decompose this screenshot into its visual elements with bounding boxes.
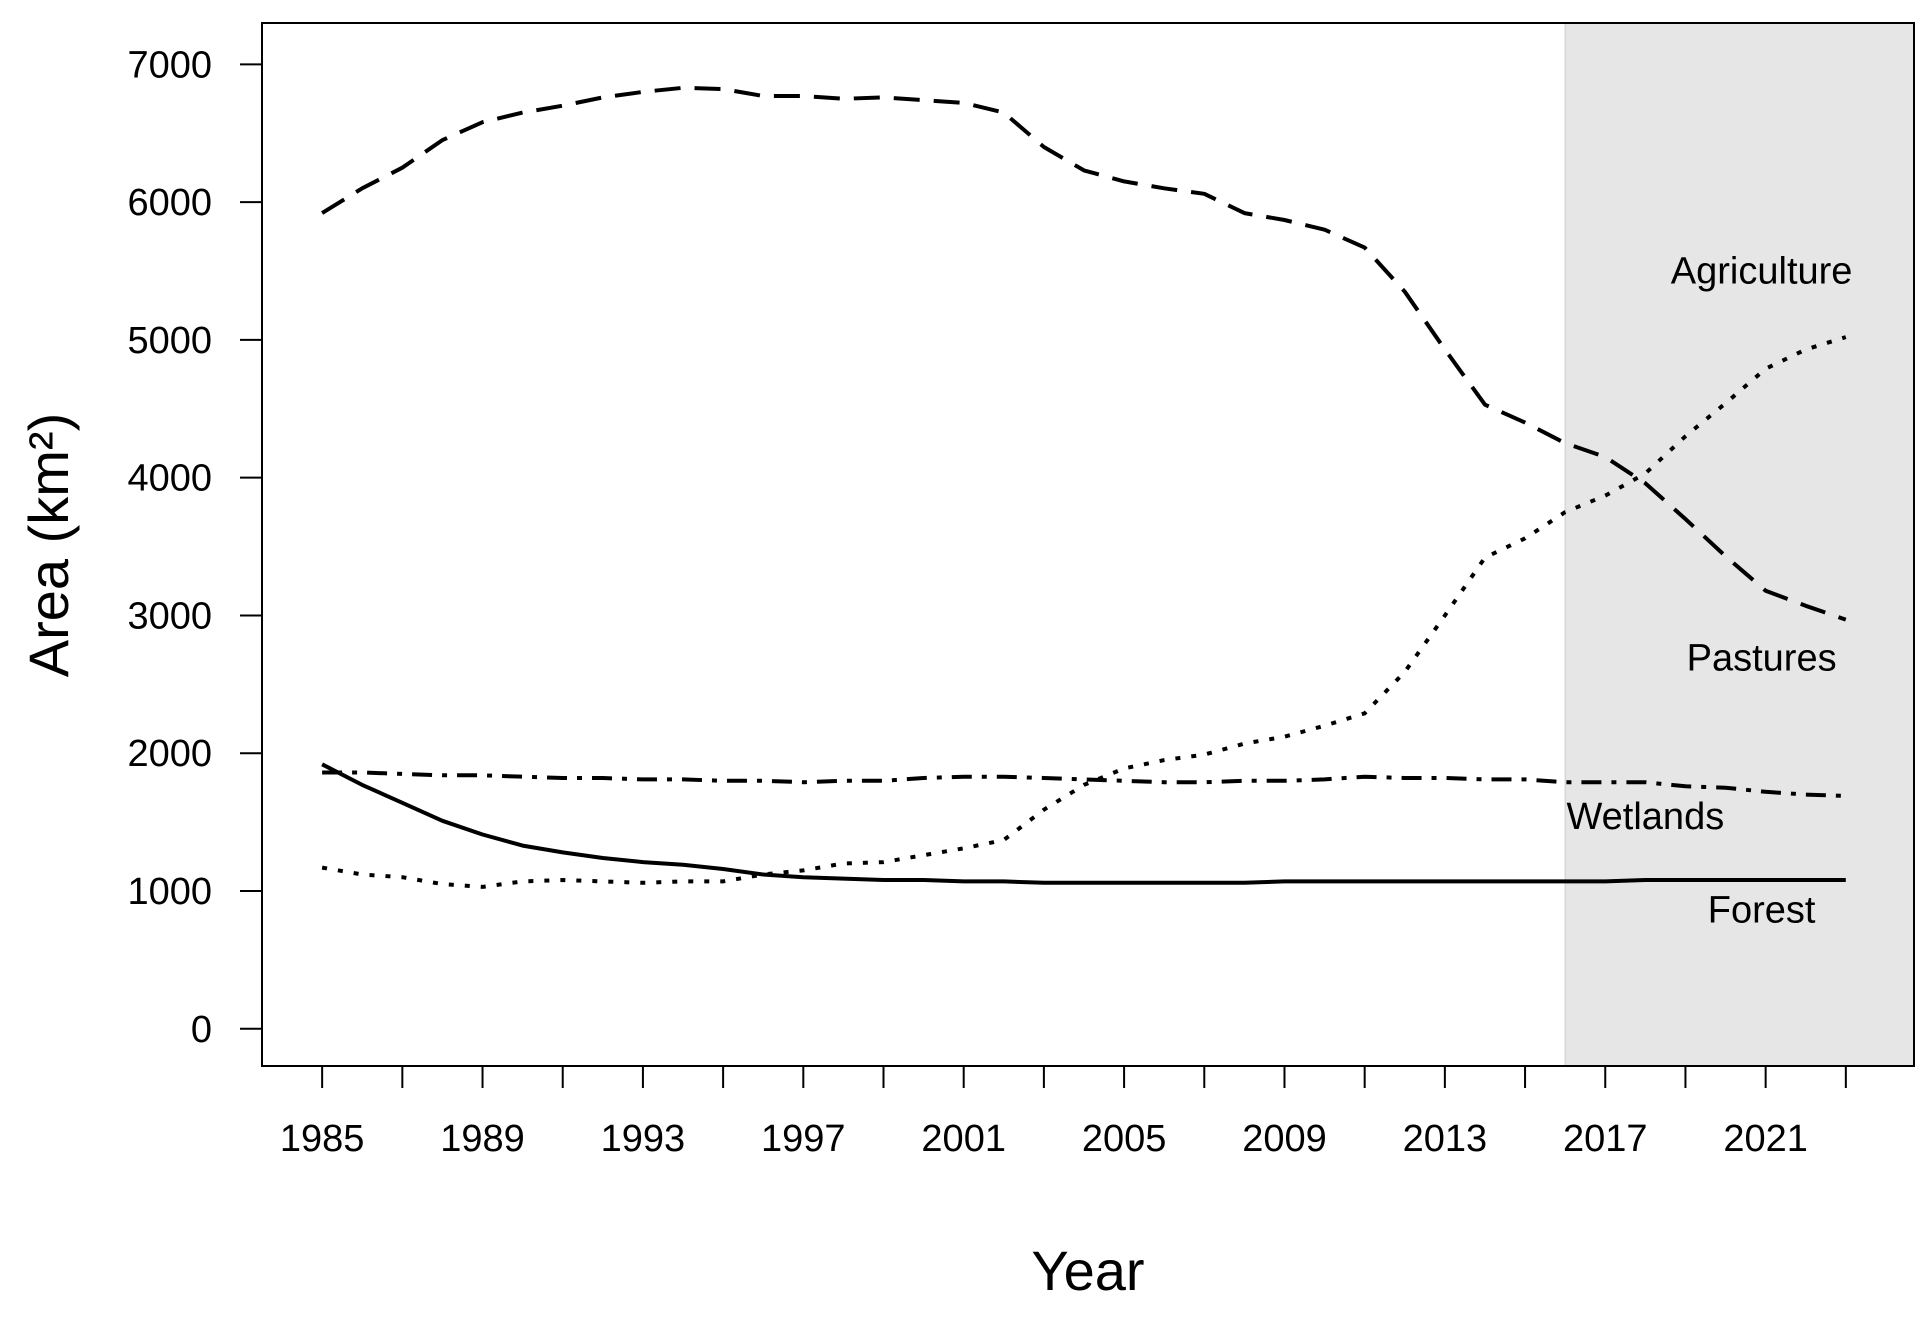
plot-shaded-region xyxy=(1564,22,1915,1067)
x-axis-title: Year xyxy=(1031,1239,1144,1302)
series-label-wetlands: Wetlands xyxy=(1566,796,1724,838)
series-labels: Agriculture Pastures Wetlands Forest xyxy=(1566,250,1852,931)
x-tick-label: 2009 xyxy=(1242,1118,1327,1160)
y-tick-label: 1000 xyxy=(127,871,212,913)
x-tick-label: 1985 xyxy=(280,1118,365,1160)
x-tick-label: 2021 xyxy=(1723,1118,1808,1160)
series-layer xyxy=(321,85,1847,889)
y-tick-label: 3000 xyxy=(127,595,212,637)
y-tick-label: 6000 xyxy=(127,182,212,224)
x-tick-label: 2017 xyxy=(1563,1118,1648,1160)
x-tick-label: 2013 xyxy=(1403,1118,1488,1160)
x-tick-label: 1989 xyxy=(440,1118,525,1160)
axes-layer: 1985 1989 1993 1997 2001 2005 2009 2013 2017 2021… xyxy=(127,44,1847,1160)
x-tick-label: 1997 xyxy=(761,1118,846,1160)
series-line-pastures xyxy=(321,85,1847,622)
series-line-wetlands xyxy=(322,770,1846,798)
series-line-forest xyxy=(321,762,1846,885)
x-tick-label: 1993 xyxy=(601,1118,686,1160)
series-label-pastures: Pastures xyxy=(1687,638,1837,680)
x-tick-label: 2005 xyxy=(1082,1118,1167,1160)
y-tick-label: 7000 xyxy=(127,44,212,86)
series-label-agriculture: Agriculture xyxy=(1671,250,1853,292)
y-axis-title: Area (km²) xyxy=(17,413,80,677)
y-tick-label: 4000 xyxy=(127,458,212,500)
x-tick-label: 2001 xyxy=(921,1118,1006,1160)
series-line-agriculture xyxy=(321,335,1847,889)
y-tick-label: 2000 xyxy=(127,733,212,775)
y-tick-label: 5000 xyxy=(127,320,212,362)
y-tick-label: 0 xyxy=(191,1009,212,1051)
series-label-forest: Forest xyxy=(1708,890,1816,932)
